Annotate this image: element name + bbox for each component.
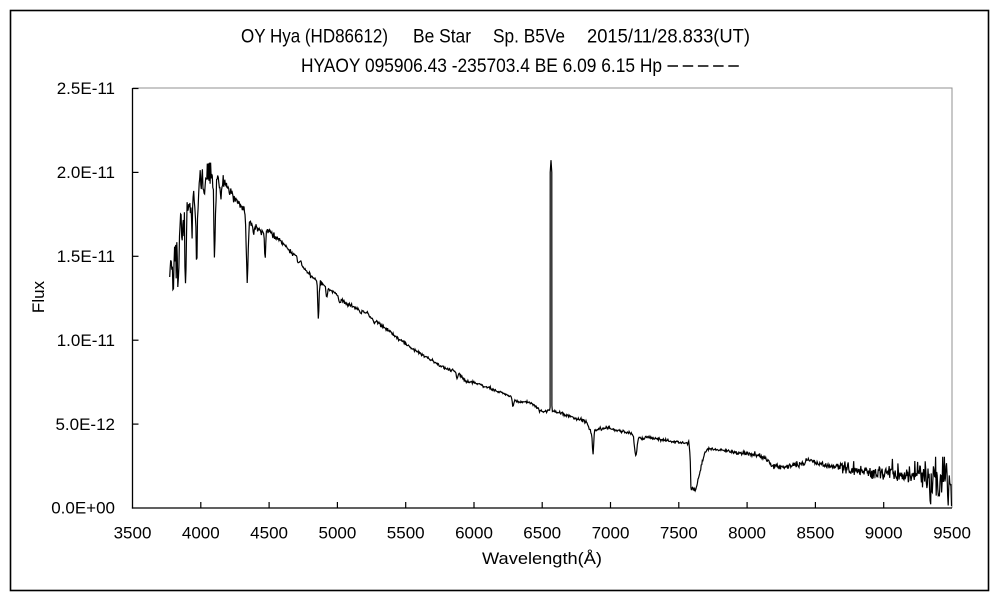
svg-text:9000: 9000 xyxy=(865,524,903,543)
svg-text:5500: 5500 xyxy=(387,524,425,543)
svg-text:3500: 3500 xyxy=(114,524,152,543)
svg-text:8000: 8000 xyxy=(728,524,766,543)
svg-text:7000: 7000 xyxy=(592,524,630,543)
svg-text:OY Hya (HD86612): OY Hya (HD86612) xyxy=(241,26,388,48)
svg-text:8500: 8500 xyxy=(796,524,834,543)
svg-text:5.0E-12: 5.0E-12 xyxy=(55,415,115,434)
svg-text:6000: 6000 xyxy=(455,524,493,543)
svg-text:HYAOY 095906.43 -235703.4 BE 6: HYAOY 095906.43 -235703.4 BE 6.09 6.15 H… xyxy=(301,55,662,77)
svg-text:0.0E+00: 0.0E+00 xyxy=(51,499,115,518)
svg-text:4000: 4000 xyxy=(182,524,220,543)
svg-text:7500: 7500 xyxy=(660,524,698,543)
svg-text:Wavelength(Å): Wavelength(Å) xyxy=(482,549,602,568)
svg-text:4500: 4500 xyxy=(250,524,288,543)
svg-text:1.0E-11: 1.0E-11 xyxy=(57,331,115,350)
svg-text:1.5E-11: 1.5E-11 xyxy=(57,247,115,266)
svg-text:2.5E-11: 2.5E-11 xyxy=(57,79,115,98)
svg-text:5000: 5000 xyxy=(318,524,356,543)
svg-text:2.0E-11: 2.0E-11 xyxy=(57,163,115,182)
svg-text:Be Star: Be Star xyxy=(413,26,471,48)
svg-text:Flux: Flux xyxy=(29,280,48,313)
svg-text:9500: 9500 xyxy=(933,524,971,543)
svg-text:2015/11/28.833(UT): 2015/11/28.833(UT) xyxy=(587,26,750,48)
svg-text:Sp. B5Ve: Sp. B5Ve xyxy=(493,26,565,48)
svg-text:6500: 6500 xyxy=(523,524,561,543)
